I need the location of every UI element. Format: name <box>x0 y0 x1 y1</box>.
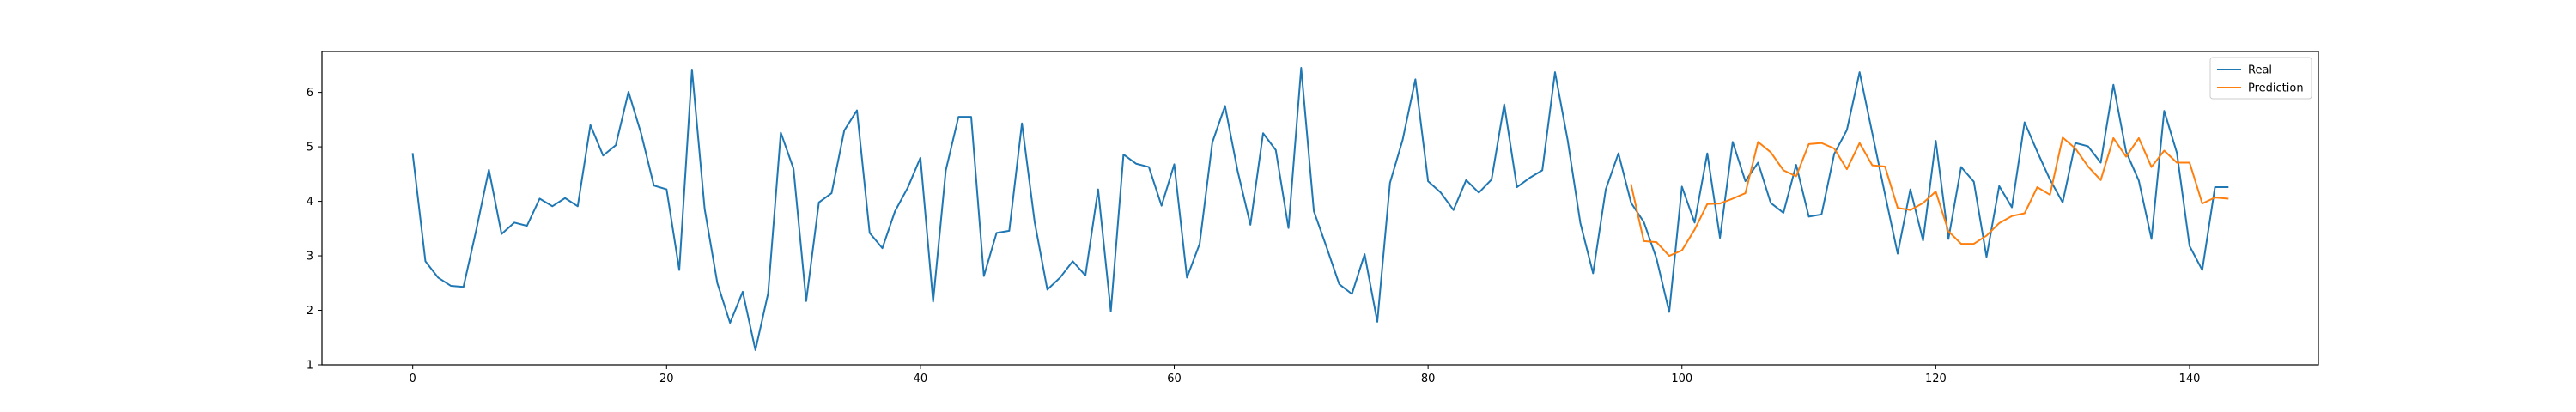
y-tick-label: 6 <box>307 87 313 100</box>
y-tick-label: 2 <box>307 305 313 318</box>
plot-background <box>322 52 2318 365</box>
series-line-real <box>411 67 2229 351</box>
plot-frame <box>321 51 2319 366</box>
x-axis: 0 20 40 60 80 100 120 140 <box>410 365 2201 385</box>
x-tick-label: 120 <box>1925 373 1947 385</box>
x-tick-label: 20 <box>659 373 674 385</box>
legend: Real Prediction <box>2209 57 2312 100</box>
series-line-prediction <box>1630 136 2229 258</box>
y-tick-label: 1 <box>307 360 313 373</box>
series-layer <box>411 67 2229 351</box>
x-tick-label: 60 <box>1167 373 1182 385</box>
legend-label: Prediction <box>2248 82 2304 95</box>
y-tick-label: 3 <box>307 251 313 264</box>
x-tick-label: 40 <box>914 373 928 385</box>
legend-label: Real <box>2248 64 2272 77</box>
x-tick-label: 100 <box>1671 373 1692 385</box>
x-tick-label: 0 <box>410 373 416 385</box>
x-tick-label: 140 <box>2179 373 2201 385</box>
y-axis: 1 2 3 4 5 6 <box>307 87 322 373</box>
y-tick-label: 4 <box>307 196 313 209</box>
y-tick-label: 5 <box>307 142 313 154</box>
x-tick-label: 80 <box>1421 373 1436 385</box>
